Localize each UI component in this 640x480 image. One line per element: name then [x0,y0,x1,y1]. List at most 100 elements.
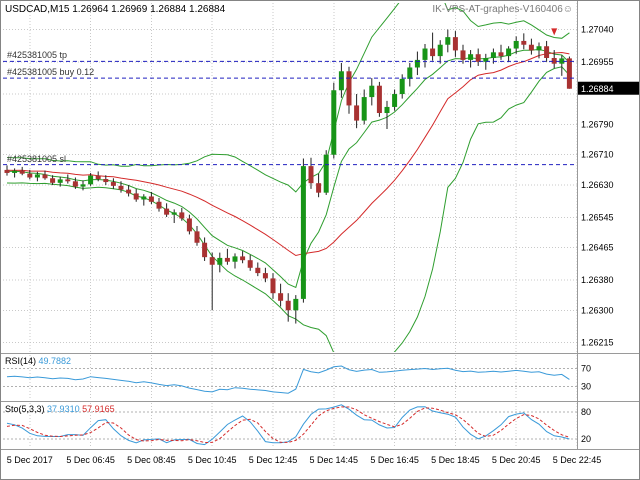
ea-name-label: IK-VPS-AT-graphes-V160406☺ [432,4,573,15]
rsi-line [6,365,570,394]
candle-bull [323,154,329,193]
sto-indicator-label: Sto(5,3,3) 37.9310 57.9165 [5,404,115,414]
candle-bull [34,174,40,178]
order-label-tp[interactable]: #425381005 tp [7,50,68,61]
time-tick-label: 5 Dec 12:45 [249,455,298,465]
candle-bull [437,44,443,57]
sto-name: Sto(5,3,3) [5,404,45,414]
candle-bear [126,189,132,194]
candle-bear [19,170,25,174]
time-tick-label: 5 Dec 10:45 [188,455,237,465]
candle-bull [392,94,398,107]
candle-bear [148,196,154,202]
candle-bear [452,37,458,51]
sto-level-label: 20 [581,434,591,444]
candle-bear [156,201,162,209]
candle-bull [536,46,542,51]
candle-bear [247,260,253,268]
candle-bear [209,257,215,265]
candle-bear [544,46,550,59]
candle-bull [338,71,344,91]
sto-level-label: 80 [581,407,591,417]
time-tick-label: 5 Dec 20:45 [492,455,541,465]
rsi-indicator-label: RSI(14) 49.7882 [5,356,71,366]
price-tick-label: 1.27040 [581,25,614,35]
time-tick-label: 5 Dec 2017 [7,455,53,465]
price-tick-label: 1.26465 [581,243,614,253]
candle-bull [513,40,519,49]
candle-bull [422,48,428,60]
candle-bear [50,178,56,183]
candle-bear [270,278,276,294]
rsi-name: RSI(14) [5,356,37,366]
candle-bull [217,257,223,265]
price-scale[interactable] [578,1,640,449]
candle-bull [57,179,63,183]
candle-bear [346,71,352,106]
candle-bear [179,212,185,219]
candle-bear [316,183,322,193]
candle-bear [255,267,261,274]
candle-bear [376,85,382,114]
price-tick-label: 1.26955 [581,57,614,67]
candle-bear [240,256,246,261]
current-price-tag [578,81,639,95]
candle-bear [460,50,466,60]
price-tick-label: 1.26380 [581,275,614,285]
order-label-sl[interactable]: #425381005 sl [7,153,67,164]
candle-bull [369,85,375,98]
sto-signal-value: 57.9165 [82,404,115,414]
price-tick-label: 1.26215 [581,338,614,348]
candle-bull [80,184,86,187]
candle-bull [293,298,299,311]
order-label-buy[interactable]: #425381005 buy 0.12 [7,67,95,78]
ma-mid-line [6,51,570,257]
rsi-level-label: 30 [581,382,591,392]
candle-bull [399,78,405,95]
time-scale[interactable] [1,450,640,480]
candle-bear [194,231,200,243]
bollinger-upper-line [6,3,570,193]
candle-bear [27,173,33,178]
candle-bull [232,256,238,262]
candle-bull [483,58,489,62]
candle-bull [414,59,420,68]
fast-ma-line [6,48,570,289]
candle-bull [12,170,18,173]
candle-bear [262,273,268,279]
candle-bear [72,181,78,187]
candle-bull [445,37,451,45]
rsi-level-label: 70 [581,364,591,374]
sto-main-value: 37.9310 [47,404,80,414]
candle-bear [285,300,291,311]
candle-bear [354,105,360,121]
candle-bear [65,179,71,182]
rsi-value: 49.7882 [38,356,72,366]
candle-bear [4,169,10,173]
main-chart-layer [3,3,577,352]
candle-bull [506,48,512,57]
candle-bear [224,257,230,262]
candle-bear [528,44,534,51]
candle-bull [384,106,390,114]
candle-bull [141,196,147,200]
candle-bear [164,208,170,215]
candle-bear [186,218,192,232]
candle-bull [468,54,474,60]
candle-bull [490,52,496,59]
candle-bear [308,166,314,184]
price-tick-label: 1.26790 [581,119,614,129]
candle-bear [521,40,527,45]
candle-bear [118,185,124,190]
candle-bear [498,52,504,57]
time-tick-label: 5 Dec 16:45 [370,455,419,465]
current-price-text: 1.26884 [581,84,614,94]
candle-bull [300,166,306,299]
candle-bear [475,54,481,62]
candle-bear [278,293,284,301]
candle-bear [202,242,208,258]
time-tick-label: 5 Dec 22:45 [553,455,602,465]
candle-bear [133,193,139,200]
price-tick-label: 1.26300 [581,305,614,315]
